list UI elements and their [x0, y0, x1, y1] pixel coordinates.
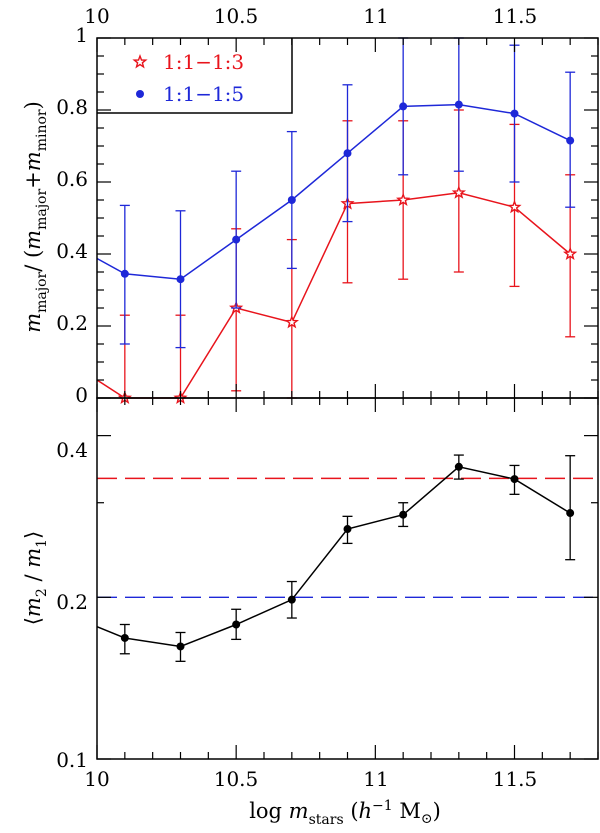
- series-1-5-marker: [287, 196, 296, 204]
- top-y-tick-label: 0.6: [56, 167, 88, 191]
- top-y-tick-labels: 0 0.2 0.4 0.6 0.8 1: [56, 23, 88, 407]
- bottom-x-tick-label: 10: [84, 767, 109, 791]
- top-x-tick-label: 10.5: [214, 4, 259, 28]
- axes-frames: [96, 37, 599, 760]
- legend: 1:1−1:3 1:1−1:5: [97, 38, 293, 114]
- mass-ratio-marker: [454, 462, 463, 471]
- bottom-x-tick-label: 11.5: [493, 767, 538, 791]
- mass-ratio-marker: [120, 633, 129, 642]
- top-x-tick-label: 11.5: [493, 4, 538, 28]
- bottom-plot-area: [96, 454, 598, 662]
- top-x-tick-label: 10: [84, 4, 109, 28]
- series-1-5-marker: [120, 269, 129, 278]
- legend-star-shape: [132, 54, 148, 69]
- bottom-frame: [96, 397, 599, 760]
- mass-ratio-marker: [510, 475, 519, 484]
- mass-ratio-line: [96, 465, 571, 648]
- bottom-x-tick-labels: 10 10.5 11 11.5: [84, 767, 537, 791]
- series-1-3-marker: [395, 192, 411, 206]
- top-y-tick-label: 0.2: [56, 311, 88, 335]
- series-1-5-marker: [399, 102, 408, 111]
- legend-star-marker: [132, 54, 148, 69]
- series-1-3-line: [96, 192, 571, 399]
- series-1-3-marker: [451, 185, 467, 199]
- series-1-5-marker: [510, 109, 519, 118]
- bottom-y-tick-label: 0.2: [56, 590, 88, 614]
- top-y-tick-label: 0: [75, 383, 88, 407]
- legend-circle-marker: [136, 90, 144, 98]
- mass-ratio-marker: [287, 595, 296, 604]
- top-y-tick-label: 0.8: [56, 95, 88, 119]
- series-1-5-marker: [232, 235, 241, 244]
- bottom-panel: 0.1 0.2 0.4 10 10.5 11 11.5 ⟨m2 / m1⟩ lo…: [21, 438, 598, 828]
- series-1-3-marker: [284, 314, 300, 329]
- legend-entry-1: 1:1−1:3: [163, 50, 244, 74]
- top-x-tick-labels: 10 10.5 11 11.5: [84, 4, 537, 28]
- top-y-tick-label: 0.4: [56, 239, 88, 263]
- top-x-tick-label: 11: [363, 4, 388, 28]
- x-axis-title: log mstars (h−1 M⊙): [249, 798, 441, 828]
- series-1-5-marker: [176, 275, 185, 284]
- mass-ratio-marker: [343, 525, 352, 534]
- mass-ratio-marker: [232, 620, 241, 629]
- top-y-tick-label: 1: [75, 23, 88, 47]
- bottom-y-tick-labels: 0.1 0.2 0.4: [56, 438, 88, 772]
- mass-ratio-marker: [566, 509, 575, 518]
- series-1-3-marker: [507, 199, 522, 214]
- top-y-axis-title: mmajor/ (mmajor+mminor): [21, 101, 50, 333]
- bottom-x-tick-label: 11: [363, 767, 388, 791]
- bottom-y-tick-label: 0.1: [56, 748, 88, 772]
- mass-ratio-marker: [399, 510, 408, 519]
- bottom-y-tick-label: 0.4: [56, 438, 88, 462]
- series-1-5-marker: [566, 136, 575, 145]
- top-plot-area: [96, 37, 578, 404]
- series-1-5-line: [96, 103, 571, 280]
- bottom-x-tick-label: 10.5: [214, 767, 259, 791]
- bottom-y-axis-title: ⟨m2 / m1⟩: [21, 531, 50, 626]
- top-panel: 10 10.5 11 11.5 0 0.2 0.4 0.6 0.8 1 mmaj…: [21, 4, 578, 407]
- series-1-5-marker: [454, 100, 463, 109]
- legend-entry-2: 1:1−1:5: [163, 82, 244, 106]
- series-1-3-marker: [562, 246, 578, 260]
- series-1-5-marker: [343, 149, 352, 158]
- mass-ratio-marker: [176, 642, 185, 651]
